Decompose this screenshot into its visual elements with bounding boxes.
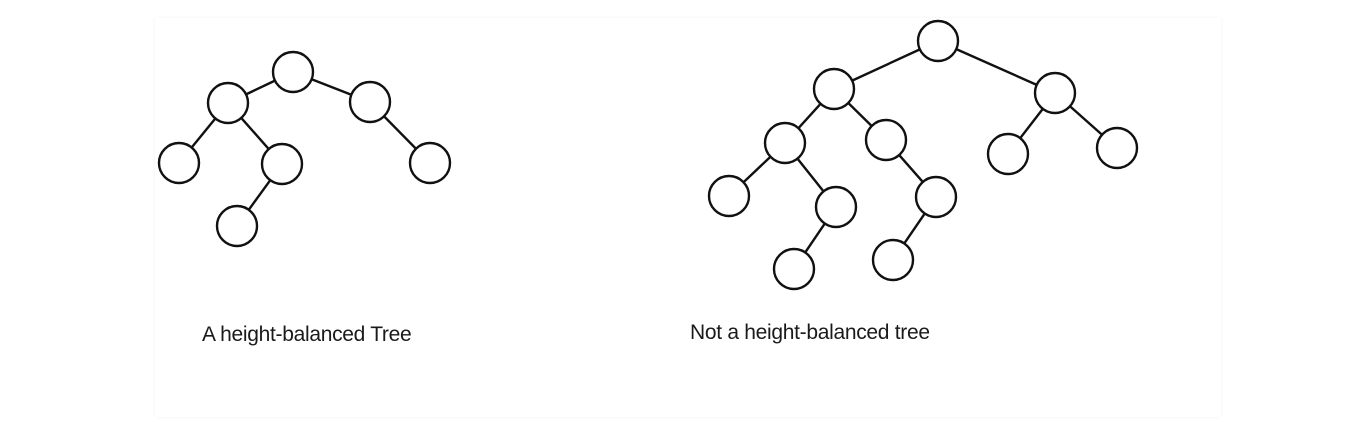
balanced-tree-edge bbox=[247, 178, 272, 212]
unbalanced-tree-node bbox=[814, 185, 858, 229]
unbalanced-tree-edge bbox=[955, 47, 1038, 87]
balanced-tree-node bbox=[157, 141, 201, 185]
unbalanced-tree-edge bbox=[796, 157, 825, 193]
balanced-tree-node bbox=[215, 204, 259, 248]
unbalanced-tree-node bbox=[914, 175, 958, 219]
unbalanced-tree-edge bbox=[850, 48, 922, 82]
unbalanced-tree-caption: Not a height-balanced tree bbox=[690, 321, 930, 344]
balanced-tree-edge bbox=[190, 117, 217, 149]
unbalanced-tree-node bbox=[763, 121, 807, 165]
unbalanced-tree-node bbox=[772, 247, 816, 291]
unbalanced-tree-edge bbox=[797, 102, 822, 130]
balanced-tree-node bbox=[271, 50, 315, 94]
balanced-tree-node bbox=[348, 80, 392, 124]
balanced-tree-edge bbox=[244, 79, 277, 96]
balanced-tree-edge bbox=[310, 78, 353, 96]
unbalanced-tree-node bbox=[986, 132, 1030, 176]
unbalanced-tree-node bbox=[812, 67, 856, 111]
unbalanced-tree-node bbox=[864, 118, 908, 162]
unbalanced-tree-edge bbox=[897, 153, 925, 184]
unbalanced-tree-node bbox=[1033, 71, 1077, 115]
unbalanced-tree-node bbox=[1095, 126, 1139, 170]
unbalanced-tree-node bbox=[916, 19, 960, 63]
balanced-tree-node bbox=[260, 142, 304, 186]
balanced-tree-caption: A height-balanced Tree bbox=[202, 323, 412, 346]
unbalanced-tree-edge bbox=[847, 101, 873, 128]
unbalanced-tree-edge bbox=[804, 222, 826, 254]
balanced-tree-node bbox=[408, 141, 452, 185]
unbalanced-tree-edge bbox=[1068, 105, 1104, 136]
unbalanced-tree-edge bbox=[1019, 107, 1044, 140]
unbalanced-tree-edge bbox=[742, 155, 772, 184]
unbalanced-tree-node bbox=[707, 174, 751, 218]
balanced-tree-edge bbox=[382, 115, 418, 150]
balanced-tree-edge bbox=[240, 116, 270, 151]
unbalanced-tree-node bbox=[871, 238, 915, 282]
balanced-tree-node bbox=[206, 81, 250, 125]
unbalanced-tree-edge bbox=[903, 212, 926, 245]
